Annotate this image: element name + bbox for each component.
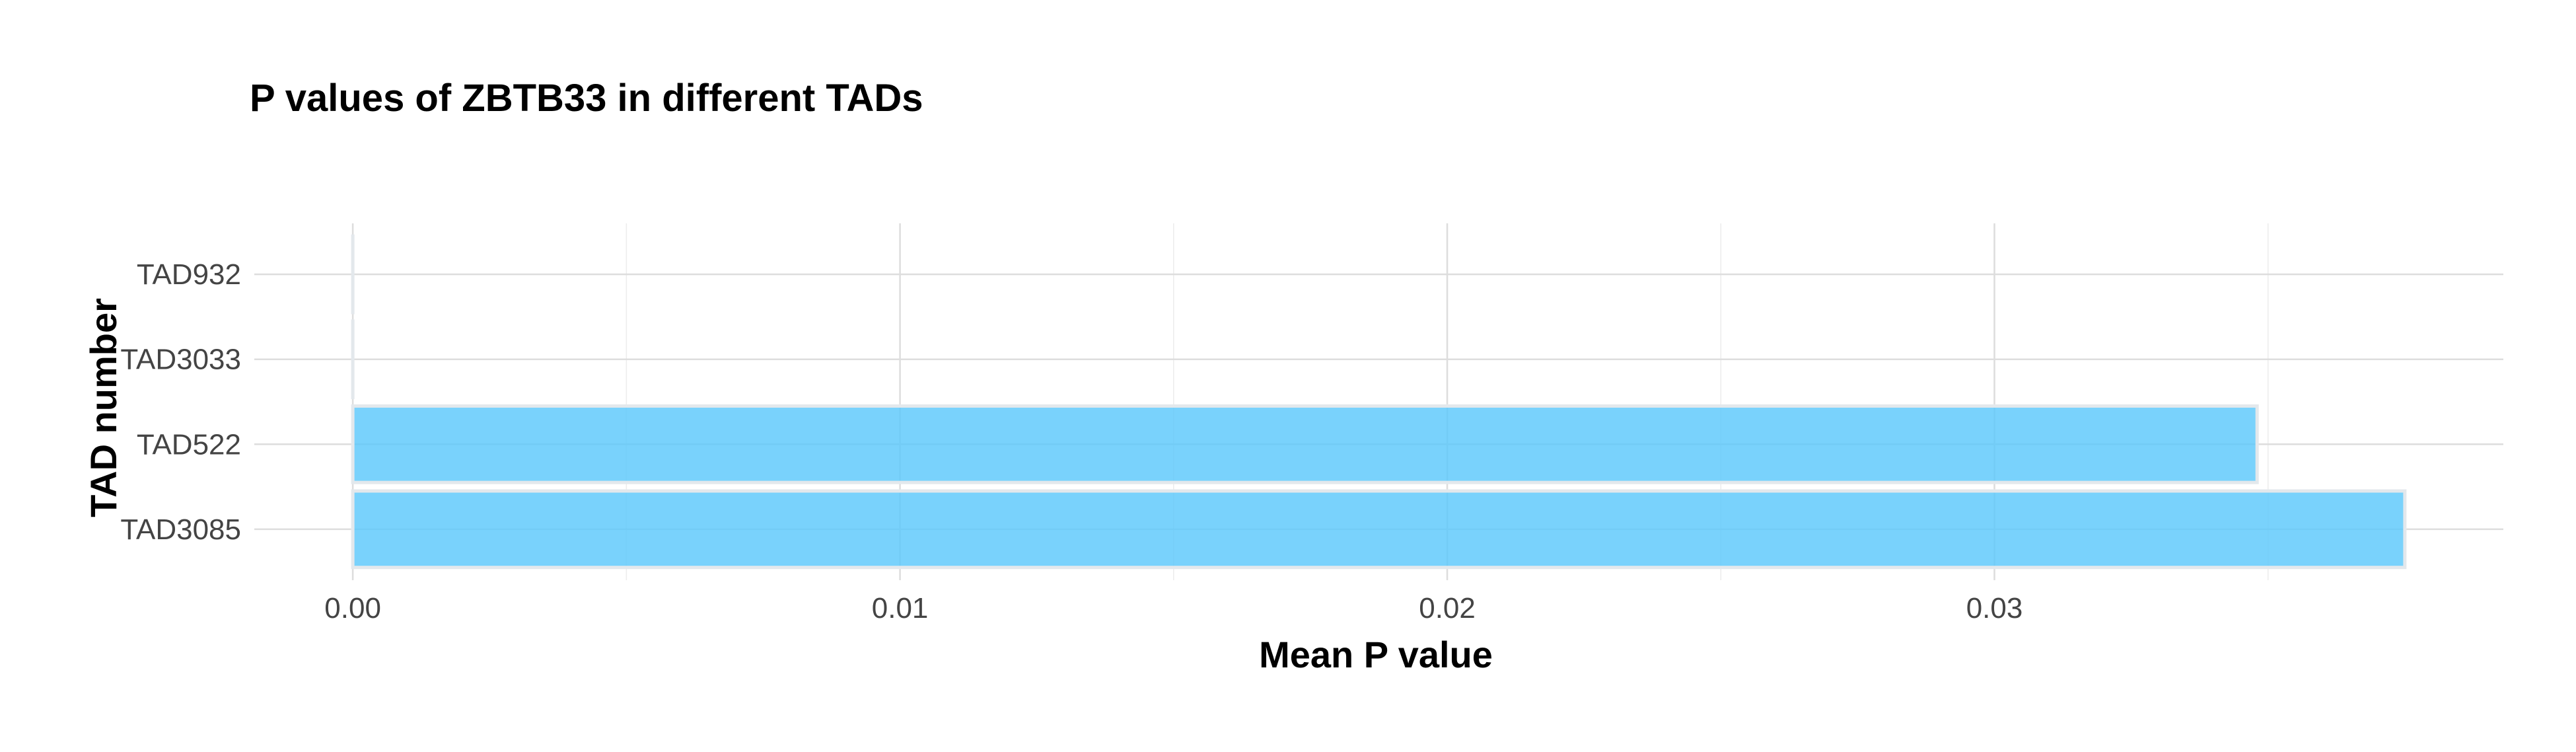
bars (351, 234, 2407, 570)
bar-tad3085 (351, 489, 2407, 570)
y-axis-tick-labels: TAD932 TAD3033 TAD522 TAD3085 (120, 258, 241, 546)
chart-title: P values of ZBTB33 in different TADs (250, 77, 923, 120)
x-axis-title: Mean P value (1259, 634, 1493, 675)
x-tick-label: 0.03 (1966, 592, 2023, 624)
y-tick-label: TAD3033 (120, 344, 241, 376)
x-tick-label: 0.01 (872, 592, 929, 624)
y-axis-title: TAD number (83, 298, 124, 517)
y-tick-label: TAD522 (137, 428, 241, 461)
y-tick-label: TAD3085 (120, 513, 241, 546)
x-axis-tick-labels: 0.00 0.01 0.02 0.03 (324, 592, 2022, 624)
y-tick-label: TAD932 (137, 258, 241, 291)
x-tick-label: 0.02 (1419, 592, 1476, 624)
bar-tad522 (351, 404, 2259, 484)
x-tick-label: 0.00 (324, 592, 381, 624)
